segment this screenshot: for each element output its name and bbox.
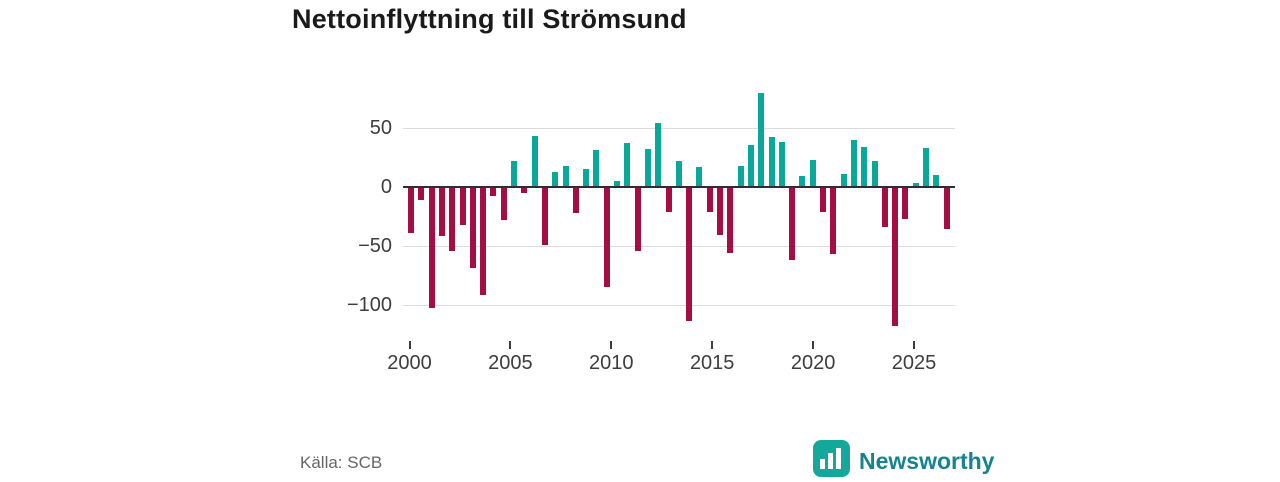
y-axis-label: −50 <box>358 235 392 257</box>
bar-2007-H2 <box>562 165 569 187</box>
bar-2009-H1 <box>593 150 600 187</box>
bar-2024-H2 <box>912 183 919 187</box>
bar-2021-H1 <box>840 174 847 187</box>
y-axis-label: 0 <box>380 176 392 198</box>
bar-2015-H1 <box>717 188 723 236</box>
bar-2010-H1 <box>614 181 620 187</box>
bar-2005-H1 <box>511 161 517 187</box>
bar-2021-H2 <box>850 139 857 187</box>
y-axis-label: 50 <box>369 117 392 139</box>
bar-2006-H1 <box>531 136 538 187</box>
y-axis-label: −100 <box>346 294 392 316</box>
bar-2013-H2 <box>686 188 693 322</box>
x-axis-tick <box>812 341 815 349</box>
bar-2015-H2 <box>727 188 734 253</box>
bar-2000-H1 <box>408 188 414 233</box>
bar-2004-H2 <box>500 188 507 220</box>
bar-2020-H1 <box>820 188 826 212</box>
bar-2009-H2 <box>603 188 610 288</box>
source-label: Källa: SCB <box>300 453 383 472</box>
x-axis-label: 2005 <box>488 352 533 374</box>
page-title: Nettoinflyttning till Strömsund <box>292 4 687 34</box>
x-axis-label: 2020 <box>790 352 836 374</box>
bar-2001-H1 <box>428 188 435 309</box>
x-axis-tick <box>913 341 915 349</box>
bar-chart-plot-area <box>403 85 955 345</box>
x-axis-tick <box>610 341 613 349</box>
bar-2004-H1 <box>490 188 497 197</box>
bar-2026-H1 <box>943 188 950 230</box>
x-axis-label: 2000 <box>387 352 432 374</box>
newsworthy-logo-icon <box>813 440 850 482</box>
bar-2020-H2 <box>830 188 837 255</box>
bar-2017-H2 <box>768 137 775 187</box>
bar-2014-H2 <box>706 188 713 212</box>
bar-2000-H2 <box>418 188 425 200</box>
bar-2025-H1 <box>923 148 929 187</box>
bar-2019-H2 <box>809 159 816 187</box>
bar-2018-H2 <box>789 188 796 260</box>
x-axis-label: 2025 <box>891 352 937 374</box>
bar-2018-H1 <box>778 142 785 187</box>
bar-2025-H2 <box>933 175 940 187</box>
newsworthy-wordmark: Newsworthy <box>859 447 995 474</box>
bar-2011-H1 <box>634 188 641 251</box>
bar-2022-H1 <box>861 146 868 187</box>
gridline <box>403 128 955 129</box>
bar-2017-H1 <box>758 92 765 187</box>
bar-2014-H1 <box>696 166 703 187</box>
gridline <box>403 305 955 306</box>
bar-2024-H1 <box>902 188 909 219</box>
x-axis-tick <box>711 341 714 349</box>
bar-2022-H2 <box>871 161 878 187</box>
bar-2010-H2 <box>624 143 631 187</box>
bar-2003-H2 <box>480 188 487 296</box>
bar-2012-H1 <box>655 123 662 187</box>
bar-2007-H1 <box>552 171 559 187</box>
bar-2003-H1 <box>469 188 476 269</box>
bar-2008-H2 <box>583 169 590 187</box>
bar-2023-H1 <box>881 188 888 227</box>
newsworthy-logo: Newsworthy <box>813 440 994 482</box>
bar-2013-H1 <box>675 161 682 187</box>
bar-2002-H2 <box>459 188 466 225</box>
bar-2001-H2 <box>438 188 445 237</box>
x-axis-label: 2015 <box>689 352 735 374</box>
bar-2005-H2 <box>521 188 528 193</box>
bar-2012-H2 <box>665 188 672 212</box>
bar-2016-H1 <box>737 165 744 187</box>
bar-2019-H1 <box>799 176 806 187</box>
bar-2016-H2 <box>747 144 754 187</box>
x-axis-label: 2010 <box>589 352 634 374</box>
x-axis-tick <box>509 341 512 349</box>
bar-2023-H2 <box>892 188 899 327</box>
bar-2008-H1 <box>572 188 579 213</box>
gridline <box>403 246 955 247</box>
bar-2006-H2 <box>541 188 548 245</box>
zero-line <box>403 186 955 188</box>
x-axis-tick <box>408 341 411 349</box>
bar-2002-H1 <box>449 188 456 251</box>
bar-2011-H2 <box>644 149 651 187</box>
